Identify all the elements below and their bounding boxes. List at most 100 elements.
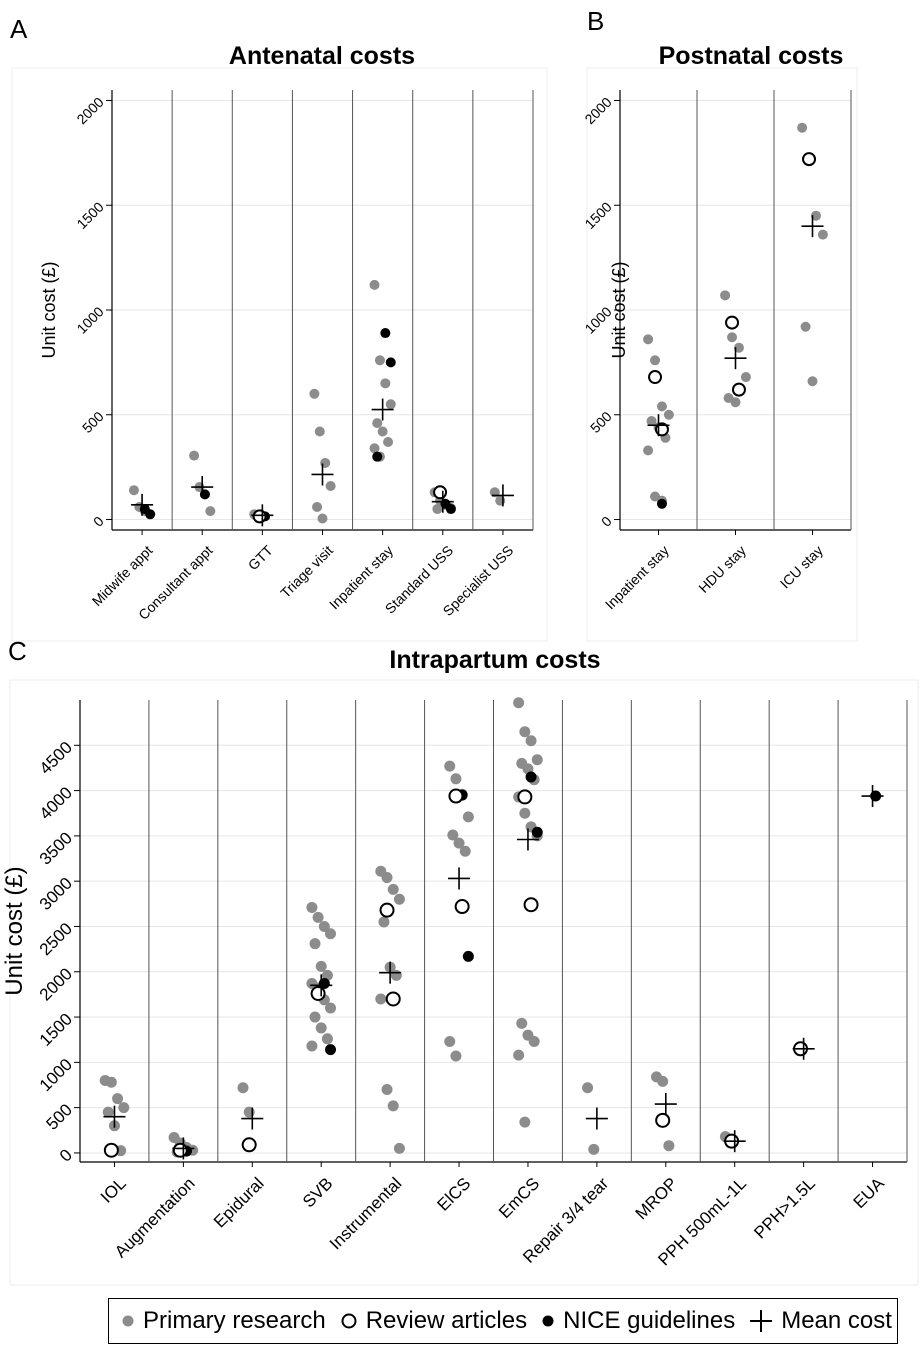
antenatal-primary-point <box>377 426 388 437</box>
legend-primary-label: Primary research <box>143 1307 326 1334</box>
intrapartum-mean-marker <box>241 1107 264 1130</box>
intrapartum-mean-marker <box>585 1107 608 1130</box>
intrapartum-xtick-label: PPH>1.5L <box>750 1174 819 1243</box>
postnatal-primary-point <box>643 445 654 456</box>
intrapartum-primary-point <box>513 697 525 709</box>
antenatal-primary-point <box>189 450 200 461</box>
postnatal-primary-point <box>643 334 654 345</box>
antenatal-ylabel: Unit cost (£) <box>39 261 59 358</box>
antenatal-chart: 0 500 1000 1500 2000 Unit cost (£) Midwife app… <box>11 67 548 642</box>
postnatal-primary-point <box>817 229 828 240</box>
intrapartum-review-point <box>241 1137 257 1153</box>
intrapartum-primary-point <box>582 1082 594 1094</box>
intrapartum-review-point <box>523 897 539 913</box>
intrapartum-primary-point <box>318 920 330 932</box>
postnatal-primary-point <box>646 416 657 427</box>
intrapartum-mean-marker <box>103 1105 126 1128</box>
postnatal-primary-point <box>800 321 811 332</box>
postnatal-ytick-label: 1500 <box>581 199 614 232</box>
postnatal-primary-point <box>727 332 738 343</box>
panel-label-c: C <box>8 636 27 666</box>
postnatal-primary-point <box>663 409 674 420</box>
antenatal-nice-point <box>385 357 396 368</box>
intrapartum-review-point <box>655 1112 671 1128</box>
antenatal-primary-point <box>369 443 380 454</box>
postnatal-primary-point <box>656 401 667 412</box>
antenatal-ytick-label: 500 <box>79 408 107 436</box>
intrapartum-ytick-label: 2000 <box>36 964 76 1004</box>
intrapartum-primary-point <box>387 883 399 895</box>
antenatal-nice-point <box>145 509 156 520</box>
antenatal-primary-point <box>383 437 394 447</box>
intrapartum-primary-point <box>528 1036 540 1048</box>
intrapartum-ytick-label: 1500 <box>36 1010 76 1050</box>
intrapartum-primary-point <box>519 1116 531 1128</box>
postnatal-title: Postnatal costs <box>658 42 844 70</box>
intrapartum-ylabel: Unit cost (£) <box>1 866 28 995</box>
intrapartum-primary-point <box>393 893 405 905</box>
charts-canvas: 0 500 1000 1500 2000 Unit cost (£) Midwife app… <box>1 67 919 1286</box>
intrapartum-mean-marker <box>172 1137 195 1160</box>
antenatal-primary-point <box>374 355 385 366</box>
antenatal-primary-point <box>380 378 391 389</box>
intrapartum-primary-point <box>309 1011 321 1023</box>
intrapartum-ytick-label: 1000 <box>36 1055 76 1095</box>
intrapartum-xtick-label: EUA <box>850 1173 889 1212</box>
intrapartum-primary-point <box>525 735 537 747</box>
antenatal-primary-point <box>314 426 325 437</box>
antenatal-mean-marker <box>431 490 454 513</box>
intrapartum-primary-point <box>390 969 402 981</box>
postnatal-mean-marker <box>647 414 670 437</box>
intrapartum-xtick-label: Instrumental <box>326 1174 406 1254</box>
intrapartum-nice-point <box>525 771 537 783</box>
antenatal-panel-frame <box>11 67 548 642</box>
antenatal-primary-point <box>432 504 443 515</box>
intrapartum-ytick-label: 4000 <box>36 783 76 823</box>
intrapartum-review-point <box>172 1142 188 1158</box>
intrapartum-mean-marker <box>448 867 471 890</box>
intrapartum-ytick-label: 2500 <box>36 919 76 959</box>
intrapartum-primary-point <box>315 960 327 972</box>
antenatal-primary-point <box>372 418 383 429</box>
intrapartum-ytick-label: 4500 <box>36 738 76 778</box>
intrapartum-ytick-label: 3500 <box>36 828 76 868</box>
intrapartum-primary-point <box>588 1143 600 1155</box>
intrapartum-ytick-label: 3000 <box>36 874 76 914</box>
postnatal-primary-point <box>720 290 731 301</box>
intrapartum-primary-point <box>309 938 321 950</box>
intrapartum-xtick-label: ElCS <box>434 1174 475 1215</box>
intrapartum-xtick-label: IOL <box>97 1174 130 1207</box>
intrapartum-chart: 0 500 1000 1500 2000 2500 3000 3500 4000 4500 Unit… <box>1 679 919 1286</box>
postnatal-primary-point <box>807 376 818 387</box>
intrapartum-xtick-label: EmCS <box>495 1174 543 1222</box>
intrapartum-primary-point <box>312 911 324 923</box>
intrapartum-primary-point <box>519 726 531 738</box>
antenatal-mean-marker <box>371 398 394 421</box>
postnatal-xtick-label: Inpatient stay <box>602 542 672 612</box>
intrapartum-primary-point <box>663 1140 675 1152</box>
postnatal-primary-point <box>797 122 808 133</box>
antenatal-primary-point <box>205 506 216 517</box>
intrapartum-primary-point <box>393 1142 405 1154</box>
antenatal-nice-point <box>445 504 456 515</box>
antenatal-primary-point <box>369 279 380 290</box>
intrapartum-review-point <box>454 899 470 915</box>
legend-item-review: Review articles <box>340 1307 527 1335</box>
intrapartum-primary-point <box>462 811 474 823</box>
intrapartum-primary-point <box>237 1082 249 1094</box>
intrapartum-review-point <box>517 789 533 805</box>
legend-review-marker <box>341 1313 357 1329</box>
antenatal-mean-marker <box>131 493 154 516</box>
postnatal-mean-marker <box>801 215 824 238</box>
intrapartum-primary-point <box>447 829 459 841</box>
intrapartum-primary-point <box>112 1093 124 1105</box>
intrapartum-primary-point <box>105 1076 117 1088</box>
intrapartum-panel-frame <box>9 679 919 1286</box>
intrapartum-mean-marker <box>310 974 333 997</box>
antenatal-mean-marker <box>311 463 334 486</box>
postnatal-review-point <box>725 315 740 330</box>
intrapartum-xtick-label: MROP <box>632 1174 681 1223</box>
antenatal-primary-point <box>309 388 320 399</box>
intrapartum-mean-marker <box>723 1130 746 1153</box>
